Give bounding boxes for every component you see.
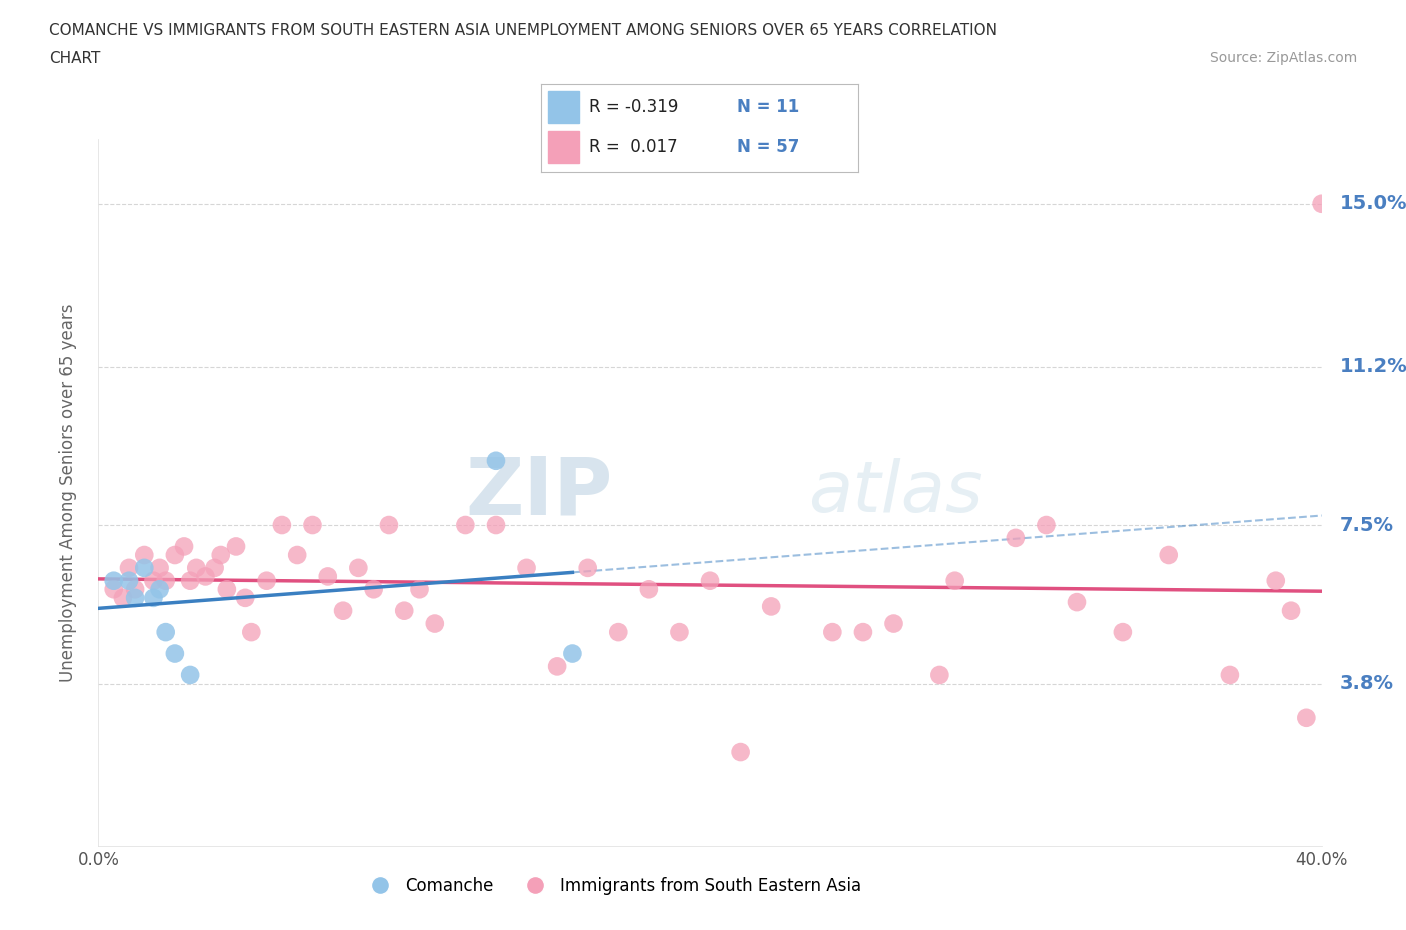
- Point: [1295, 711, 1317, 725]
- Text: N = 57: N = 57: [738, 139, 800, 156]
- Text: R =  0.017: R = 0.017: [589, 139, 678, 156]
- Point: [928, 668, 950, 683]
- Point: [118, 573, 141, 588]
- Legend: Comanche, Immigrants from South Eastern Asia: Comanche, Immigrants from South Eastern …: [357, 870, 868, 901]
- Point: [546, 659, 568, 674]
- Point: [163, 548, 186, 563]
- Point: [943, 573, 966, 588]
- Point: [821, 625, 844, 640]
- Point: [485, 518, 508, 533]
- Point: [103, 582, 125, 597]
- Y-axis label: Unemployment Among Seniors over 65 years: Unemployment Among Seniors over 65 years: [59, 304, 77, 682]
- Point: [270, 518, 292, 533]
- Text: 15.0%: 15.0%: [1340, 194, 1406, 213]
- Point: [1035, 518, 1057, 533]
- Point: [363, 582, 385, 597]
- Point: [699, 573, 721, 588]
- Point: [423, 616, 446, 631]
- Text: 3.8%: 3.8%: [1340, 674, 1393, 693]
- Point: [179, 573, 201, 588]
- Point: [186, 561, 208, 576]
- Text: R = -0.319: R = -0.319: [589, 98, 678, 115]
- Point: [142, 591, 165, 605]
- Point: [240, 625, 263, 640]
- Point: [155, 573, 177, 588]
- Point: [378, 518, 401, 533]
- Point: [516, 561, 538, 576]
- Point: [134, 561, 156, 576]
- Text: COMANCHE VS IMMIGRANTS FROM SOUTH EASTERN ASIA UNEMPLOYMENT AMONG SENIORS OVER 6: COMANCHE VS IMMIGRANTS FROM SOUTH EASTER…: [49, 23, 997, 38]
- Point: [668, 625, 690, 640]
- Point: [392, 604, 416, 618]
- Point: [233, 591, 256, 605]
- Point: [485, 453, 508, 468]
- Point: [134, 548, 156, 563]
- Bar: [548, 91, 579, 123]
- Point: [103, 573, 125, 588]
- Point: [149, 582, 172, 597]
- Point: [256, 573, 278, 588]
- Point: [1157, 548, 1180, 563]
- Point: [124, 591, 146, 605]
- Point: [883, 616, 905, 631]
- Point: [561, 646, 583, 661]
- Point: [173, 539, 195, 554]
- Point: [408, 582, 430, 597]
- Point: [1112, 625, 1135, 640]
- Point: [316, 569, 339, 584]
- Text: 11.2%: 11.2%: [1340, 357, 1406, 376]
- Point: [194, 569, 217, 584]
- Bar: [548, 131, 579, 164]
- Text: atlas: atlas: [808, 458, 983, 527]
- Point: [1264, 573, 1286, 588]
- Point: [155, 625, 177, 640]
- Point: [637, 582, 661, 597]
- Point: [285, 548, 308, 563]
- Point: [225, 539, 247, 554]
- Point: [118, 561, 141, 576]
- Point: [215, 582, 238, 597]
- Point: [607, 625, 630, 640]
- Point: [852, 625, 875, 640]
- Point: [454, 518, 477, 533]
- Point: [347, 561, 370, 576]
- Text: ZIP: ZIP: [465, 454, 612, 532]
- Point: [1310, 196, 1333, 211]
- Text: N = 11: N = 11: [738, 98, 800, 115]
- Point: [1066, 594, 1088, 609]
- Point: [1279, 604, 1302, 618]
- Point: [204, 561, 226, 576]
- Point: [759, 599, 782, 614]
- Point: [730, 745, 752, 760]
- Point: [576, 561, 599, 576]
- Point: [332, 604, 354, 618]
- Text: CHART: CHART: [49, 51, 101, 66]
- Point: [149, 561, 172, 576]
- Point: [301, 518, 323, 533]
- Point: [111, 591, 134, 605]
- Point: [1004, 530, 1026, 545]
- Text: 7.5%: 7.5%: [1340, 515, 1393, 535]
- Point: [163, 646, 186, 661]
- Text: Source: ZipAtlas.com: Source: ZipAtlas.com: [1209, 51, 1357, 65]
- Point: [209, 548, 232, 563]
- Point: [1219, 668, 1241, 683]
- Point: [142, 573, 165, 588]
- Point: [124, 582, 146, 597]
- Point: [179, 668, 201, 683]
